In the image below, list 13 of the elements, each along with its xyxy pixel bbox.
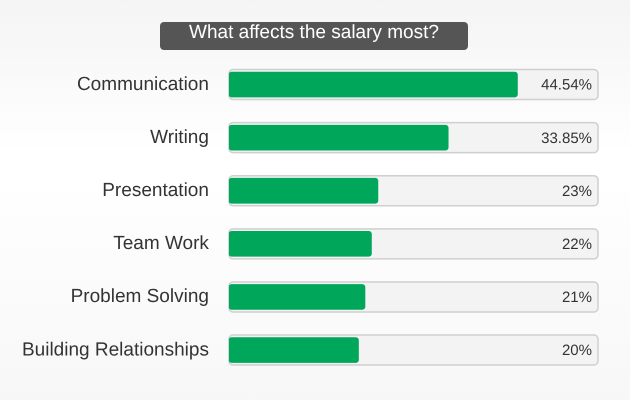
y-tick-label: Presentation [102, 180, 209, 201]
data-label: 23% [562, 182, 592, 200]
y-tick-label: Writing [150, 126, 209, 148]
y-tick-label: Communication [76, 74, 209, 95]
y-tick-label: Problem Solving [70, 286, 209, 308]
y-tick-label: Building Relationships [22, 339, 209, 360]
data-label: 20% [562, 342, 592, 360]
data-label: 33.85% [541, 130, 592, 147]
data-label: 22% [562, 236, 592, 253]
chart-title: What affects the salary most? [160, 22, 468, 50]
data-label: 21% [562, 289, 592, 306]
y-tick-label: Team Work [113, 233, 210, 254]
data-label: 44.54% [541, 76, 592, 94]
